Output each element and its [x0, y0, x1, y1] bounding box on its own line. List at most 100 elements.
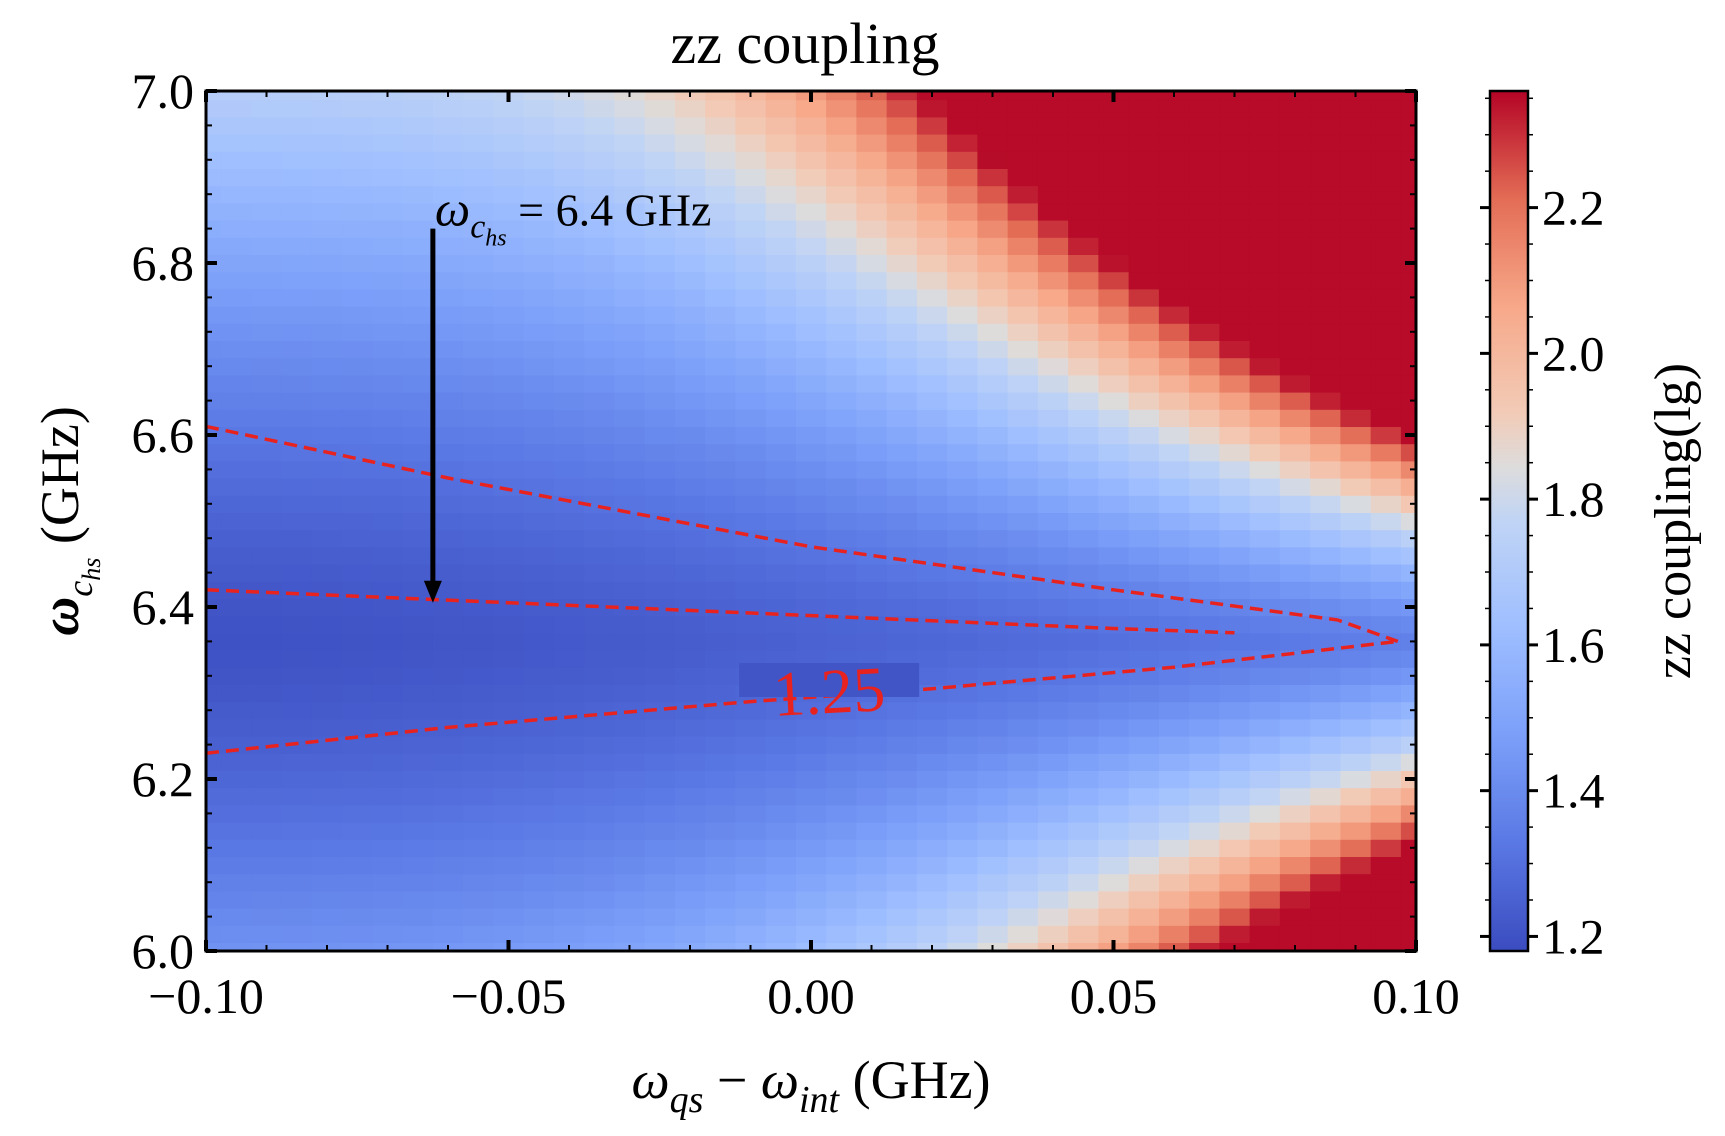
- heatmap-cell: [493, 323, 525, 341]
- heatmap-cell: [251, 134, 283, 152]
- heatmap-cell: [1158, 753, 1190, 771]
- heatmap-cell: [1370, 220, 1402, 238]
- heatmap-cell: [674, 873, 706, 892]
- heatmap-cell: [826, 443, 857, 462]
- heatmap-cell: [1370, 202, 1402, 221]
- heatmap-cell: [432, 134, 464, 152]
- heatmap-cell: [614, 357, 646, 376]
- heatmap-cell: [1158, 254, 1190, 273]
- heatmap-cell: [553, 306, 585, 324]
- heatmap-cell: [916, 460, 948, 479]
- heatmap-cell: [1128, 890, 1160, 909]
- heatmap-cell: [886, 271, 918, 290]
- heatmap-cell: [856, 908, 888, 926]
- heatmap-cell: [281, 357, 313, 376]
- heatmap-cell: [1340, 804, 1372, 823]
- heatmap-cell: [886, 99, 918, 118]
- heatmap-cell: [221, 340, 252, 359]
- heatmap-cell: [221, 787, 252, 806]
- heatmap-cell: [1370, 873, 1402, 892]
- heatmap-cell: [463, 357, 494, 376]
- heatmap-cell: [493, 736, 525, 754]
- heatmap-cell: [206, 271, 222, 290]
- heatmap-cell: [856, 701, 888, 720]
- heatmap-cell: [1400, 890, 1417, 909]
- heatmap-cell: [372, 99, 404, 118]
- heatmap-cell: [1279, 890, 1311, 909]
- heatmap-cell: [1037, 426, 1069, 445]
- heatmap-cell: [281, 529, 313, 548]
- heatmap-cell: [1189, 546, 1220, 565]
- heatmap-cell: [1340, 684, 1372, 703]
- heatmap-cell: [735, 306, 767, 324]
- heatmap-cell: [1128, 443, 1160, 462]
- heatmap-cell: [372, 787, 404, 806]
- heatmap-cell: [281, 340, 313, 359]
- heatmap-cell: [1400, 323, 1417, 341]
- heatmap-cell: [1158, 357, 1190, 376]
- heatmap-cell: [644, 392, 676, 410]
- heatmap-cell: [795, 839, 827, 857]
- heatmap-cell: [644, 151, 676, 169]
- heatmap-cell: [206, 684, 222, 703]
- heatmap-cell: [1158, 787, 1190, 806]
- heatmap-cell: [251, 409, 283, 427]
- heatmap-cell: [221, 564, 252, 582]
- heatmap-cell: [493, 822, 525, 840]
- heatmap-cell: [251, 478, 283, 496]
- heatmap-cell: [584, 202, 615, 221]
- heatmap-cell: [372, 237, 404, 255]
- heatmap-cell: [735, 512, 767, 531]
- heatmap-cell: [644, 925, 676, 943]
- heatmap-cell: [584, 839, 615, 857]
- heatmap-cell: [1128, 684, 1160, 703]
- heatmap-cell: [765, 151, 797, 169]
- heatmap-cell: [644, 134, 676, 152]
- heatmap-cell: [342, 908, 373, 926]
- heatmap-cell: [1400, 151, 1417, 169]
- heatmap-cell: [432, 271, 464, 290]
- heatmap-cell: [916, 753, 948, 771]
- heatmap-cell: [206, 942, 222, 952]
- heatmap-cell: [553, 116, 585, 135]
- heatmap-cell: [765, 804, 797, 823]
- heatmap-cell: [735, 632, 767, 651]
- heatmap-cell: [281, 839, 313, 857]
- heatmap-cell: [584, 925, 615, 943]
- heatmap-cell: [1158, 839, 1190, 857]
- heatmap-cell: [916, 168, 948, 187]
- heatmap-cell: [916, 890, 948, 909]
- heatmap-cell: [795, 374, 827, 393]
- heatmap-cell: [553, 632, 585, 651]
- heatmap-cell: [886, 495, 918, 513]
- heatmap-cell: [1189, 804, 1220, 823]
- heatmap-cell: [1219, 460, 1251, 479]
- heatmap-cell: [644, 546, 676, 565]
- heatmap-cell: [372, 873, 404, 892]
- heatmap-cell: [221, 873, 252, 892]
- heatmap-cell: [1219, 822, 1251, 840]
- heatmap-cell: [1279, 134, 1311, 152]
- heatmap-cell: [584, 91, 615, 101]
- heatmap-cell: [977, 409, 1009, 427]
- heatmap-cell: [553, 374, 585, 393]
- heatmap-cell: [644, 529, 676, 548]
- heatmap-cell: [1340, 718, 1372, 737]
- heatmap-cell: [977, 426, 1009, 445]
- heatmap-cell: [281, 581, 313, 599]
- heatmap-cell: [886, 822, 918, 840]
- heatmap-cell: [281, 667, 313, 685]
- heatmap-cell: [614, 770, 646, 789]
- heatmap-cell: [1189, 116, 1220, 135]
- heatmap-cell: [221, 908, 252, 926]
- heatmap-cell: [311, 306, 343, 324]
- heatmap-cell: [1007, 340, 1039, 359]
- heatmap-cell: [705, 873, 736, 892]
- heatmap-cell: [826, 770, 857, 789]
- heatmap-cell: [221, 718, 252, 737]
- heatmap-cell: [1219, 340, 1251, 359]
- heatmap-cell: [1310, 856, 1341, 875]
- heatmap-cell: [826, 736, 857, 754]
- heatmap-cell: [372, 460, 404, 479]
- x-axis-label: ωqs − ωint (GHz): [631, 1050, 990, 1121]
